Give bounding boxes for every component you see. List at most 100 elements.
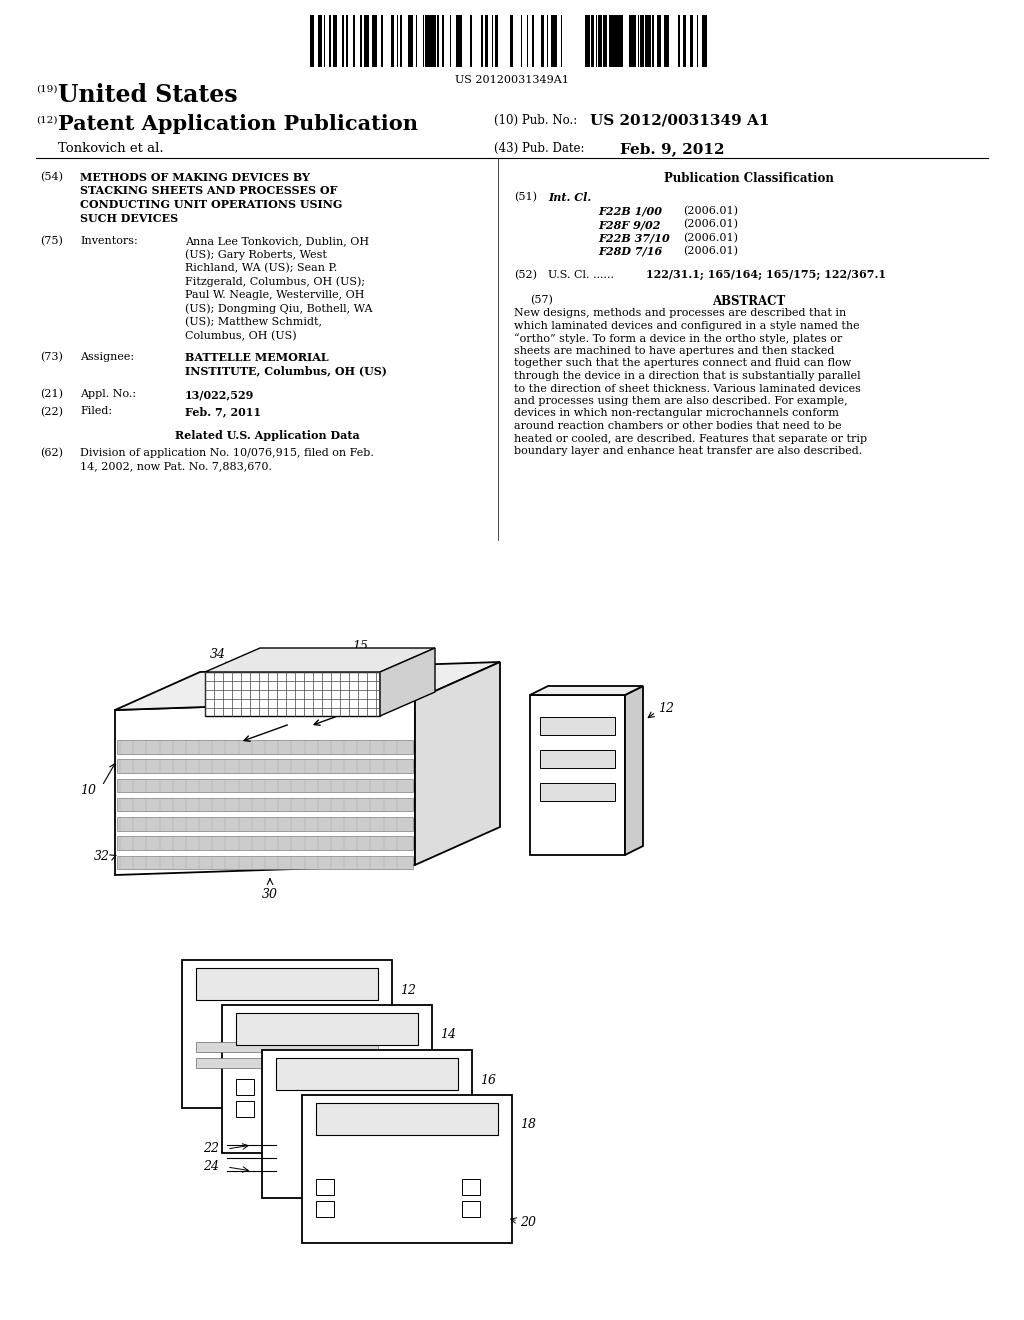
Text: 30: 30 [262, 888, 278, 902]
Text: together such that the apertures connect and fluid can flow: together such that the apertures connect… [514, 359, 851, 368]
Bar [342, 15, 344, 67]
Text: 10: 10 [80, 784, 96, 796]
Text: 24: 24 [203, 1160, 219, 1173]
Text: (12): (12) [36, 116, 57, 125]
Bar [335, 15, 337, 67]
Bar [236, 1101, 254, 1117]
Bar [196, 1059, 378, 1068]
Bar [640, 15, 644, 67]
Text: SUCH DEVICES: SUCH DEVICES [80, 213, 178, 223]
Text: (2006.01): (2006.01) [683, 246, 738, 256]
Polygon shape [530, 686, 643, 696]
Bar [462, 1201, 480, 1217]
Bar [196, 968, 378, 1001]
Bar [117, 741, 413, 754]
Text: INSTITUTE, Columbus, OH (US): INSTITUTE, Columbus, OH (US) [185, 366, 387, 376]
Bar [329, 15, 331, 67]
Bar [495, 15, 498, 67]
Bar [542, 15, 544, 67]
Text: (73): (73) [40, 352, 62, 362]
Text: boundary layer and enhance heat transfer are also described.: boundary layer and enhance heat transfer… [514, 446, 862, 455]
Bar [276, 1059, 458, 1090]
Bar [652, 15, 654, 67]
Bar [620, 15, 623, 67]
Bar [633, 15, 635, 67]
Text: 15: 15 [352, 640, 368, 653]
Bar [117, 817, 413, 830]
Text: 20: 20 [520, 1217, 536, 1229]
Bar [425, 15, 427, 67]
Text: (54): (54) [40, 172, 63, 182]
Text: heated or cooled, are described. Features that separate or trip: heated or cooled, are described. Feature… [514, 433, 867, 444]
Bar [117, 759, 413, 772]
Text: to the direction of sheet thickness. Various laminated devices: to the direction of sheet thickness. Var… [514, 384, 861, 393]
Text: Filed:: Filed: [80, 407, 112, 417]
Polygon shape [625, 686, 643, 855]
Text: (75): (75) [40, 236, 62, 247]
Bar [462, 1179, 480, 1195]
Bar [408, 15, 410, 67]
Text: Feb. 7, 2011: Feb. 7, 2011 [185, 407, 261, 417]
Text: (21): (21) [40, 389, 63, 400]
Bar [683, 15, 686, 67]
Bar [648, 15, 651, 67]
Bar [262, 1049, 472, 1199]
Bar [540, 717, 615, 735]
Text: Publication Classification: Publication Classification [664, 172, 834, 185]
Text: (US); Gary Roberts, West: (US); Gary Roberts, West [185, 249, 327, 260]
Text: BATTELLE MEMORIAL: BATTELLE MEMORIAL [185, 352, 329, 363]
Bar [433, 15, 436, 67]
Bar [400, 15, 402, 67]
Text: Assignee:: Assignee: [80, 352, 134, 362]
Bar [117, 779, 413, 792]
Bar [236, 1078, 254, 1096]
Bar [666, 15, 669, 67]
Bar [510, 15, 513, 67]
Text: (2006.01): (2006.01) [683, 232, 738, 243]
Text: (US); Dongming Qiu, Bothell, WA: (US); Dongming Qiu, Bothell, WA [185, 304, 373, 314]
Polygon shape [115, 663, 500, 710]
Bar [586, 15, 588, 67]
Bar [391, 15, 393, 67]
Bar [302, 1096, 512, 1243]
Text: which laminated devices and configured in a style named the: which laminated devices and configured i… [514, 321, 859, 331]
Bar [645, 15, 647, 67]
Bar [540, 750, 615, 768]
Bar [117, 797, 413, 812]
Text: New designs, methods and processes are described that in: New designs, methods and processes are d… [514, 309, 846, 318]
Bar [367, 15, 369, 67]
Text: 122/31.1; 165/164; 165/175; 122/367.1: 122/31.1; 165/164; 165/175; 122/367.1 [646, 269, 886, 281]
Polygon shape [115, 700, 415, 875]
Bar [310, 15, 312, 67]
Bar [458, 15, 462, 67]
Text: (51): (51) [514, 191, 537, 202]
Bar [372, 15, 374, 67]
Text: (22): (22) [40, 407, 63, 417]
Bar [312, 15, 314, 67]
Bar [615, 15, 618, 67]
Bar [658, 15, 660, 67]
Text: (2006.01): (2006.01) [683, 219, 738, 230]
Text: 12: 12 [400, 983, 416, 997]
Text: Feb. 9, 2012: Feb. 9, 2012 [620, 143, 725, 156]
Text: around reaction chambers or other bodies that need to be: around reaction chambers or other bodies… [514, 421, 842, 432]
Bar [599, 15, 602, 67]
Bar [236, 1012, 418, 1045]
Text: METHODS OF MAKING DEVICES BY: METHODS OF MAKING DEVICES BY [80, 172, 310, 183]
Bar [374, 15, 377, 67]
Bar [364, 15, 366, 67]
Bar [333, 15, 335, 67]
Text: (2006.01): (2006.01) [683, 206, 738, 215]
Bar [591, 15, 593, 67]
Bar [664, 15, 666, 67]
Text: Anna Lee Tonkovich, Dublin, OH: Anna Lee Tonkovich, Dublin, OH [185, 236, 369, 246]
Bar [555, 15, 557, 67]
Bar [117, 855, 413, 869]
Bar [346, 15, 348, 67]
Bar [629, 15, 633, 67]
Text: Inventors:: Inventors: [80, 236, 138, 246]
Bar [428, 15, 431, 67]
Bar [222, 1005, 432, 1152]
Text: 14, 2002, now Pat. No. 7,883,670.: 14, 2002, now Pat. No. 7,883,670. [80, 461, 272, 471]
Text: 34: 34 [210, 648, 226, 660]
